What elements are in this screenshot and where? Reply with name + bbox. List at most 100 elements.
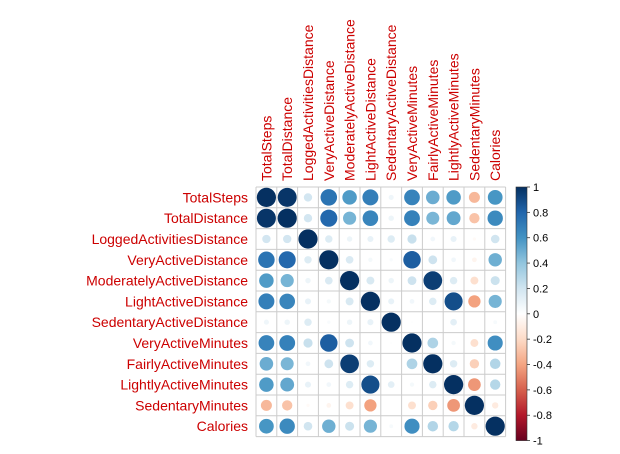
column-label: Calories [487,130,503,181]
correlation-circle [362,189,379,206]
correlation-circle [304,318,312,326]
correlation-circle [258,251,275,269]
legend-tick-label: 1 [533,182,539,194]
correlation-circle [487,335,503,351]
correlation-circle [364,399,377,412]
correlation-circle [423,354,443,374]
correlation-circle [277,187,297,207]
correlation-circle [326,299,331,304]
correlation-circle [324,276,333,285]
legend-tick-label: -0.6 [533,385,552,397]
row-label: SedentaryMinutes [135,397,248,413]
correlation-circle [320,209,338,227]
correlation-circle [259,418,274,434]
column-label: LightActiveDistance [362,58,378,181]
correlation-circle [447,399,460,412]
correlation-circle [450,235,457,243]
row-label: Calories [197,418,248,434]
correlation-circle [260,399,272,411]
correlation-circle [444,375,464,395]
row-label: LoggedActivitiesDistance [92,231,249,247]
legend-tick-label: -0.2 [533,334,552,346]
column-label: VeryActiveMinutes [404,66,420,181]
correlation-circle [345,338,354,348]
legend-tick-label: -0.4 [533,360,552,372]
correlation-circle [468,295,481,308]
correlation-circle [490,234,500,244]
correlation-circle [256,208,276,228]
correlation-circle [361,375,380,394]
correlation-circle [304,256,312,264]
row-label: ModeratelyActiveDistance [86,273,248,289]
correlation-circle [345,401,354,410]
correlation-circle [283,234,292,244]
correlation-circle [429,297,437,306]
row-label: TotalSteps [183,189,248,205]
correlation-circle [448,421,459,432]
correlation-circle [305,361,311,367]
correlation-circle [320,334,338,352]
row-label: LightlyActiveMinutes [120,377,248,393]
correlation-circle [282,400,293,411]
correlation-circle [346,236,353,242]
correlation-circle [426,190,440,205]
correlation-circle [367,319,374,326]
correlation-circle [326,403,332,408]
column-label: SedentaryMinutes [466,68,482,181]
correlation-circle [303,193,313,202]
color-legend: 1 0.8 0.6 0.4 0.2 0 -0.2 -0.4 -0.6 -0.8 -1 [515,182,552,448]
row-label: LightActiveDistance [125,293,248,309]
correlation-circle [390,342,393,344]
legend-tick-label: 0.2 [533,283,548,295]
row-label: VeryActiveDistance [127,252,248,268]
correlation-circle [489,358,501,370]
correlation-circle [430,236,436,242]
correlation-circle [468,191,480,203]
correlation-circle [342,190,357,205]
correlation-circle [409,382,415,387]
correlation-circle [446,211,461,226]
correlation-circle [366,276,375,285]
correlation-circle [258,293,275,310]
correlation-circle [449,276,458,285]
column-label: VeryActiveDistance [321,60,337,181]
correlation-circle [303,338,313,348]
correlation-circle [485,416,505,436]
correlation-circle [407,234,417,244]
grid [255,186,507,438]
correlation-circle [259,273,274,288]
correlation-circle [423,271,443,290]
correlation-circle [472,237,477,241]
correlation-circle [428,400,438,411]
correlation-circle [277,208,297,228]
column-label: FairlyActiveMinutes [425,60,441,181]
correlation-circle [487,190,503,205]
correlation-circle [404,418,420,434]
correlation-circle [388,215,394,221]
column-label: ModeratelyActiveDistance [342,19,358,181]
correlation-circle [362,210,379,226]
row-label: FairlyActiveMinutes [127,356,248,372]
legend-tick-label: -0.8 [533,410,552,422]
correlation-circle [320,189,338,206]
correlation-circle [404,210,420,227]
correlation-circle [451,257,456,263]
correlation-circle [279,335,296,351]
column-label: LightlyActiveMinutes [446,53,462,181]
row-label: SedentaryActiveDistance [92,314,249,330]
correlation-circle [340,354,359,374]
correlation-circle [451,340,456,346]
correlation-circle [259,377,274,392]
correlation-circle [407,276,417,285]
correlation-circle [388,277,394,284]
correlation-circle [464,395,484,415]
correlation-circle [450,318,457,326]
legend-tick-label: 0.8 [533,207,548,219]
column-label: TotalSteps [258,116,274,181]
correlation-circle [427,420,439,432]
correlation-circle [367,235,374,243]
correlation-circle [279,293,295,310]
color-legend-bar [515,186,528,441]
correlation-circle [327,320,331,324]
correlation-circle [388,194,394,200]
